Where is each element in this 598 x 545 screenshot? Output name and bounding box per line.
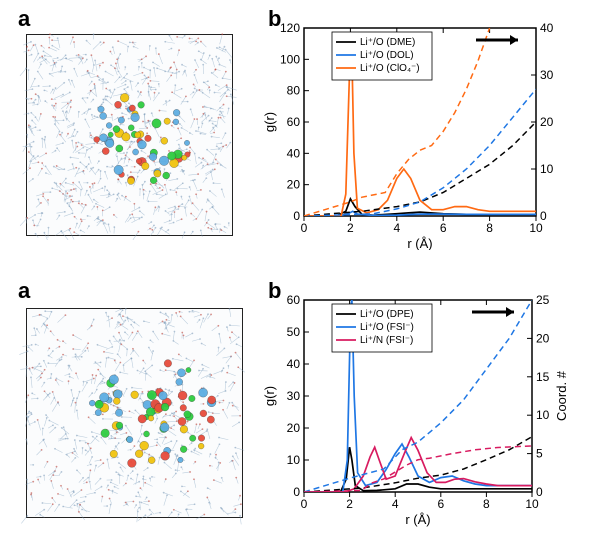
svg-text:40: 40 [287,146,301,160]
svg-text:20: 20 [536,331,550,345]
figure-root: { "labels": { "a": "a", "b": "b" }, "top… [0,0,598,545]
svg-text:r (Å): r (Å) [407,236,432,250]
svg-text:100: 100 [280,52,300,66]
sim-snapshot-top [18,30,243,240]
rdf-chart-top: 0246810020406080100120010203040r (Å)g(r)… [258,10,578,250]
svg-text:2: 2 [346,497,353,511]
svg-text:10: 10 [536,408,550,422]
svg-text:10: 10 [287,453,301,467]
svg-text:Coord. #: Coord. # [554,370,569,421]
svg-text:80: 80 [287,84,301,98]
svg-text:25: 25 [536,293,550,307]
svg-text:0: 0 [293,209,300,223]
svg-text:g(r): g(r) [262,386,277,406]
svg-text:5: 5 [536,447,543,461]
svg-text:0: 0 [301,497,308,511]
legend: Li⁺/O (DME) Li⁺/O (DOL) Li⁺/O (ClO₄⁻) [332,32,432,80]
svg-text:120: 120 [280,21,300,35]
svg-text:Li⁺/O (DPE): Li⁺/O (DPE) [360,309,414,320]
svg-text:0: 0 [301,221,308,235]
svg-text:0: 0 [293,485,300,499]
panel-label-a-bottom: a [18,278,30,304]
svg-text:Li⁺/O (ClO₄⁻): Li⁺/O (ClO₄⁻) [360,63,420,74]
svg-text:4: 4 [392,497,399,511]
svg-text:10: 10 [540,162,554,176]
svg-text:2: 2 [347,221,354,235]
svg-text:4: 4 [393,221,400,235]
sim-molecules-bottom [18,302,253,527]
svg-text:60: 60 [287,293,301,307]
rdf-chart-bottom: 024681001020304050600510152025r (Å)g(r)C… [258,282,578,532]
svg-text:10: 10 [525,497,539,511]
svg-text:8: 8 [486,221,493,235]
svg-text:15: 15 [536,370,550,384]
svg-text:30: 30 [540,68,554,82]
svg-text:60: 60 [287,115,301,129]
legend: Li⁺/O (DPE) Li⁺/O (FSI⁻) Li⁺/N (FSI⁻) [332,304,432,352]
sim-snapshot-bottom [18,302,253,527]
svg-text:50: 50 [287,325,301,339]
sim-molecules-top [18,30,243,240]
svg-text:Li⁺/N (FSI⁻): Li⁺/N (FSI⁻) [360,335,413,346]
svg-text:r (Å): r (Å) [405,512,430,527]
svg-text:0: 0 [536,485,543,499]
svg-text:0: 0 [540,209,547,223]
svg-text:10: 10 [529,221,543,235]
svg-text:40: 40 [287,357,301,371]
svg-text:8: 8 [483,497,490,511]
svg-text:Li⁺/O (DOL): Li⁺/O (DOL) [360,50,414,61]
svg-text:Li⁺/O (DME): Li⁺/O (DME) [360,37,415,48]
svg-text:40: 40 [540,21,554,35]
svg-text:Li⁺/O (FSI⁻): Li⁺/O (FSI⁻) [360,322,414,333]
svg-text:30: 30 [287,389,301,403]
svg-text:g(r): g(r) [262,112,277,132]
svg-text:20: 20 [540,115,554,129]
svg-text:6: 6 [440,221,447,235]
panel-label-a-top: a [18,6,30,32]
svg-text:6: 6 [437,497,444,511]
svg-text:20: 20 [287,178,301,192]
svg-text:20: 20 [287,421,301,435]
